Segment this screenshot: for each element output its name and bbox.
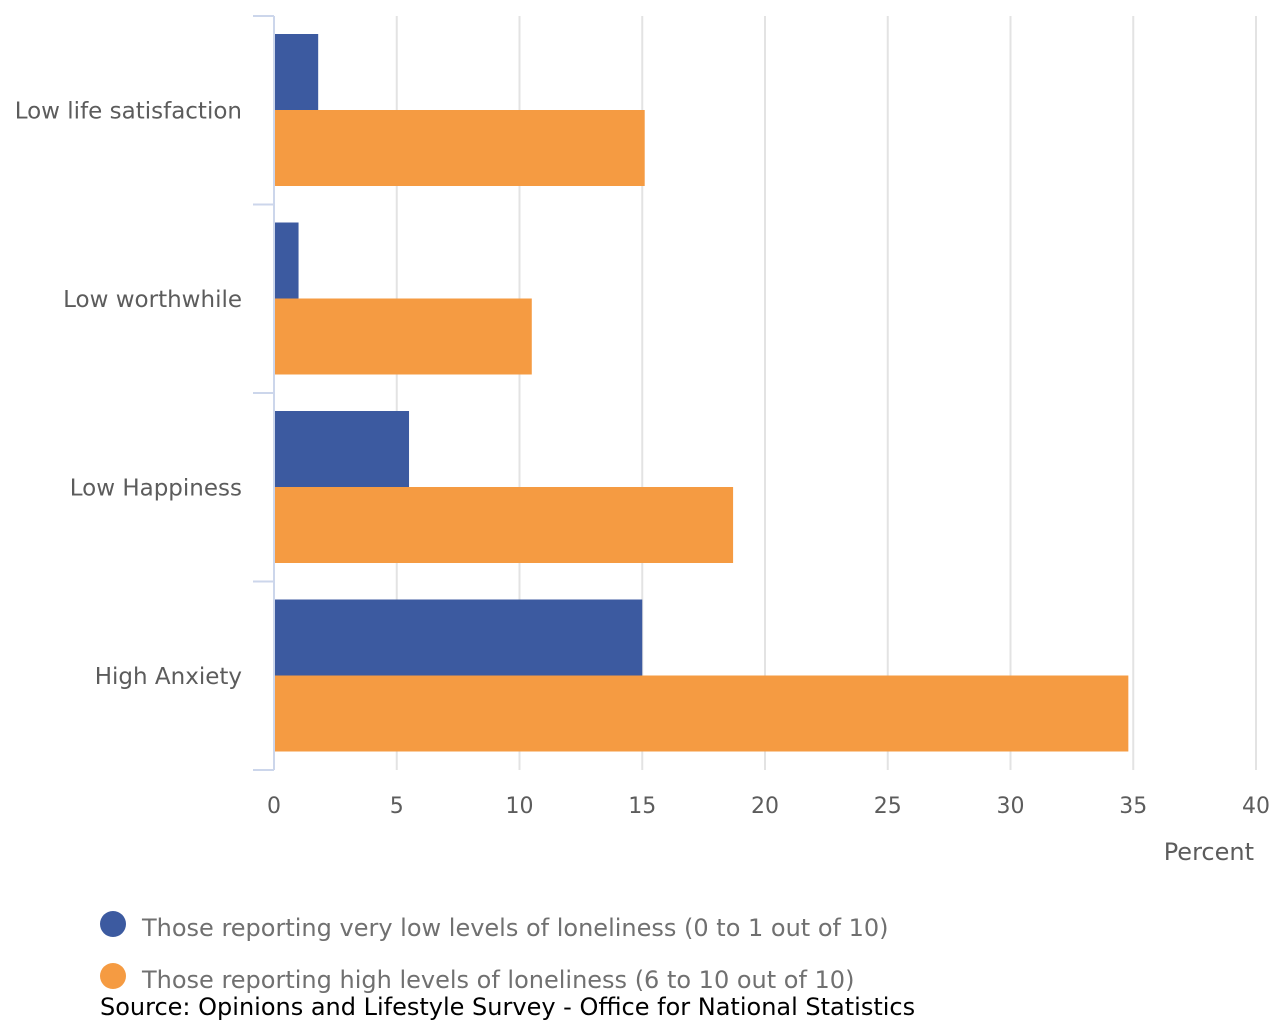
x-tick-labels: 0 5 10 15 20 25 30 35 40 xyxy=(267,794,1270,819)
legend-label: Those reporting very low levels of lonel… xyxy=(141,914,889,942)
y-axis xyxy=(253,15,275,771)
bar-low-loneliness xyxy=(275,34,319,110)
x-tick-label: 30 xyxy=(997,794,1025,819)
source-note: Source: Opinions and Lifestyle Survey - … xyxy=(100,993,915,1021)
x-tick-label: 20 xyxy=(751,794,779,819)
category-label: High Anxiety xyxy=(95,664,242,690)
category-label: Low life satisfaction xyxy=(15,98,242,124)
x-axis-title: Percent xyxy=(1164,838,1254,866)
bar-high-loneliness xyxy=(275,675,1129,752)
category-label: Low Happiness xyxy=(70,475,242,501)
legend-marker xyxy=(100,911,126,937)
bars xyxy=(275,34,1129,752)
category-label: Low worthwhile xyxy=(63,287,242,313)
x-tick-label: 10 xyxy=(506,794,534,819)
bar-high-loneliness xyxy=(275,298,532,375)
legend-marker xyxy=(100,963,126,989)
bar-low-loneliness xyxy=(275,599,643,676)
x-tick-label: 35 xyxy=(1119,794,1147,819)
legend-label: Those reporting high levels of lonelines… xyxy=(141,966,854,994)
x-tick-label: 25 xyxy=(874,794,902,819)
category-labels: Low life satisfaction Low worthwhile Low H… xyxy=(15,98,242,690)
x-tick-label: 0 xyxy=(267,794,281,819)
bar-high-loneliness xyxy=(275,487,734,563)
x-tick-label: 40 xyxy=(1242,794,1270,819)
x-tick-label: 5 xyxy=(390,794,404,819)
bar-low-loneliness xyxy=(275,411,410,487)
bar-high-loneliness xyxy=(275,110,645,186)
legend: Those reporting very low levels of lonel… xyxy=(100,911,889,994)
bar-low-loneliness xyxy=(275,222,299,299)
x-tick-label: 15 xyxy=(628,794,656,819)
